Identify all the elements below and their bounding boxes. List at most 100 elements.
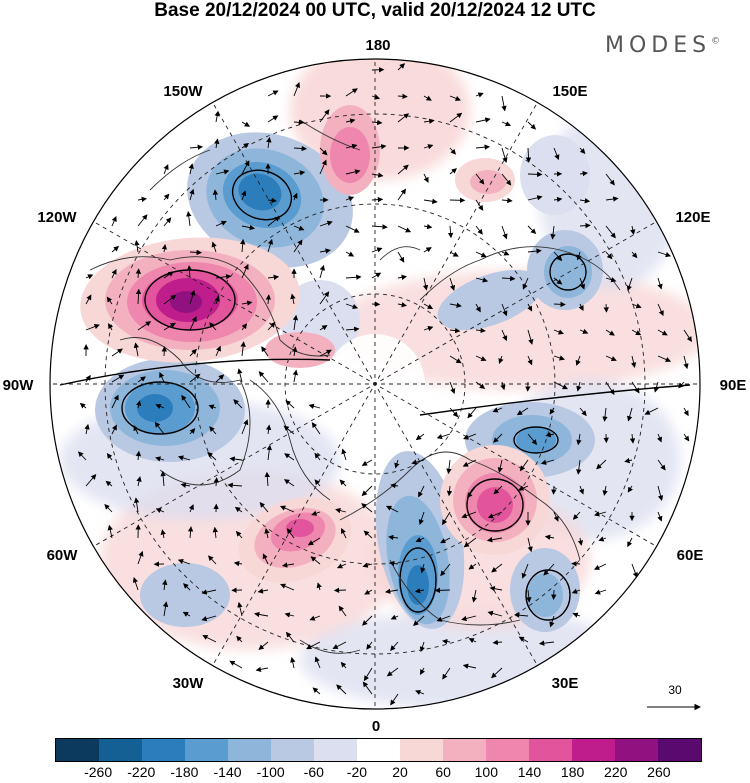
wind-arrow <box>364 589 373 595</box>
colorbar-tick-label: -260 <box>84 764 113 780</box>
wind-arrow <box>501 147 508 163</box>
wind-arrow <box>283 479 295 487</box>
wind-arrow <box>553 381 569 390</box>
wind-arrow <box>187 526 194 539</box>
wind-arrow <box>161 346 167 357</box>
wind-arrow <box>449 147 457 155</box>
wind-arrow <box>241 323 248 331</box>
wind-arrow <box>339 479 347 487</box>
wind-arrow <box>366 641 373 650</box>
wind-arrow <box>553 329 564 335</box>
wind-arrow <box>214 110 220 123</box>
colorbar-tick-label: -20 <box>346 764 368 780</box>
wind-arrow <box>487 610 503 617</box>
wind-arrow <box>598 536 607 542</box>
wind-arrow <box>254 611 269 618</box>
wind-arrow <box>577 537 584 546</box>
wind-arrow <box>229 660 243 669</box>
brand-name: MODES <box>605 33 712 58</box>
wind-arrow <box>136 476 142 487</box>
wind-arrow <box>209 426 217 435</box>
label-lon-60w: 60W <box>47 547 79 564</box>
wind-arrow <box>266 444 272 461</box>
wind-arrow <box>286 528 295 539</box>
wind-arrow <box>397 63 406 71</box>
wind-arrow <box>414 588 425 594</box>
wind-arrow <box>579 147 586 154</box>
wind-arrow <box>462 459 477 467</box>
wind-arrow <box>279 505 295 513</box>
wind-arrow <box>519 459 529 472</box>
wind-arrow <box>594 589 607 595</box>
wind-arrow <box>423 144 434 150</box>
wind-arrow <box>345 326 360 332</box>
wind-arrow <box>371 94 381 100</box>
wind-arrow <box>189 348 197 357</box>
wind-arrow <box>105 480 113 487</box>
colorbar-tick-label: 260 <box>647 764 671 780</box>
wind-arrow <box>449 407 459 418</box>
wind-arrow <box>213 477 219 487</box>
wind-arrow <box>413 615 425 627</box>
label-lon-150w: 150W <box>163 83 203 100</box>
wind-arrow <box>631 303 642 309</box>
wind-arrow <box>683 329 692 343</box>
wind-arrow <box>578 303 584 312</box>
wind-arrow <box>84 423 90 435</box>
wind-arrow <box>678 381 685 389</box>
wind-arrow <box>440 563 451 577</box>
wind-arrow <box>631 563 638 579</box>
wind-arrow <box>579 328 589 334</box>
wind-arrow <box>423 198 438 204</box>
wind-arrow <box>267 274 280 280</box>
wind-arrow <box>319 147 328 156</box>
wind-arrow <box>415 433 425 441</box>
wind-arrow <box>386 667 399 677</box>
wind-arrow <box>209 322 217 331</box>
wind-arrow <box>419 641 425 653</box>
wind-arrow <box>311 510 321 516</box>
wind-arrow <box>214 295 220 305</box>
wind-arrow <box>85 324 100 331</box>
wind-arrow <box>85 474 97 487</box>
wind-arrow <box>293 82 300 97</box>
wind-arrow <box>311 422 321 435</box>
wind-arrow <box>411 459 425 465</box>
wind-arrow <box>293 170 306 176</box>
wind-arrow <box>572 511 581 520</box>
wind-arrow <box>229 456 243 462</box>
wind-arrow <box>186 265 193 279</box>
wind-arrow <box>240 341 246 357</box>
wind-arrow <box>335 507 347 514</box>
wind-arrow <box>475 144 490 150</box>
wind-arrow <box>486 537 503 543</box>
wind-arrow <box>188 504 194 513</box>
wind-arrow <box>419 667 425 675</box>
wind-arrow <box>501 225 508 240</box>
wind-arrow <box>544 534 555 540</box>
wind-arrow <box>501 250 510 256</box>
wind-arrow <box>371 224 388 230</box>
wind-arrow <box>177 559 191 565</box>
wind-arrow <box>390 614 399 620</box>
wind-arrow <box>159 371 165 383</box>
wind-arrow <box>371 143 387 150</box>
wind-arrow <box>545 432 555 438</box>
wind-arrow <box>579 407 587 417</box>
wind-arrow <box>314 656 321 669</box>
wind-arrow <box>551 485 557 495</box>
wind-arrow <box>85 374 91 383</box>
wind-arrow <box>241 263 249 279</box>
wind-arrow <box>593 563 607 570</box>
polar-map: 180 150W 150E 120W 120E 90W 90E 60W 60E … <box>3 37 747 735</box>
colorbar-cell <box>99 739 142 761</box>
wind-arrow <box>111 348 123 357</box>
wind-arrow <box>397 251 405 263</box>
wind-arrow <box>575 355 581 366</box>
wind-arrow <box>285 400 295 409</box>
colorbar-ticks: -260 -220 -180 -140 -100 -60 -20 20 60 100 140 180 2… <box>55 764 702 782</box>
colorbar-tick-label: 60 <box>435 764 451 780</box>
colorbar-cell <box>314 739 357 761</box>
wind-arrow <box>468 563 477 570</box>
wind-arrow <box>501 173 512 186</box>
